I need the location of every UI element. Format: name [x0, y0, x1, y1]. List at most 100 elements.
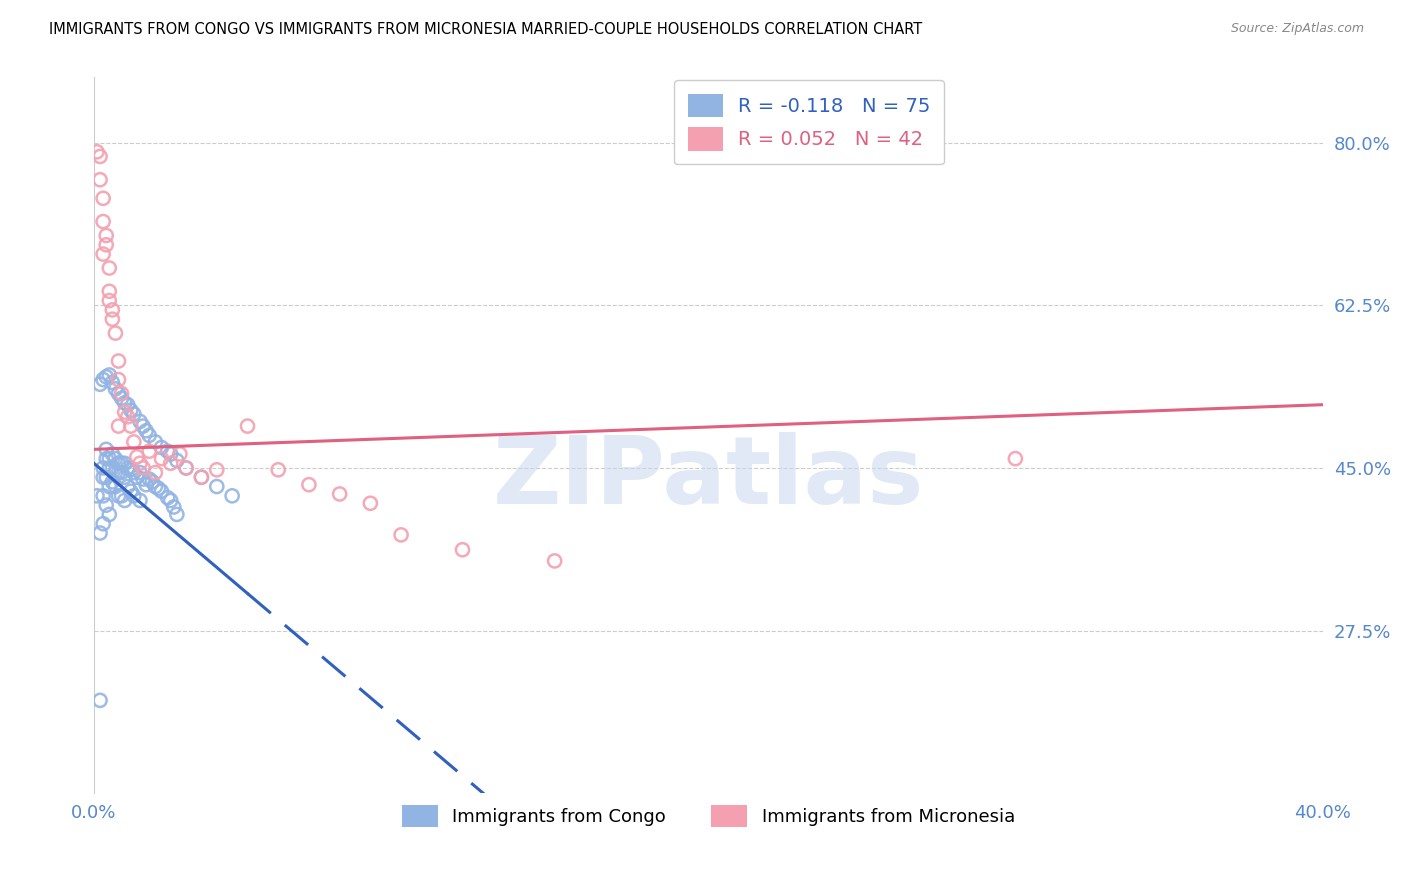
Point — [150, 441, 173, 455]
Point — [114, 405, 136, 419]
Point — [122, 407, 145, 421]
Point — [98, 368, 121, 382]
Point — [122, 466, 145, 480]
Point — [125, 450, 148, 464]
Point — [143, 466, 166, 480]
Point — [89, 693, 111, 707]
Point — [96, 442, 118, 457]
Point — [89, 172, 111, 186]
Point — [98, 260, 121, 275]
Point — [132, 472, 155, 486]
Point — [125, 470, 148, 484]
Point — [107, 456, 129, 470]
Point — [122, 489, 145, 503]
Point — [359, 496, 381, 510]
Point — [117, 479, 139, 493]
Text: Source: ZipAtlas.com: Source: ZipAtlas.com — [1230, 22, 1364, 36]
Point — [120, 484, 142, 499]
Point — [135, 477, 157, 491]
Point — [91, 247, 114, 261]
Point — [132, 419, 155, 434]
Point — [89, 377, 111, 392]
Point — [117, 461, 139, 475]
Point — [159, 493, 181, 508]
Point — [110, 466, 132, 480]
Point — [166, 453, 188, 467]
Point — [156, 444, 179, 458]
Point — [1004, 451, 1026, 466]
Point — [89, 149, 111, 163]
Point — [163, 500, 186, 514]
Point — [169, 447, 191, 461]
Point — [101, 376, 124, 390]
Point — [101, 461, 124, 475]
Point — [117, 398, 139, 412]
Point — [104, 382, 127, 396]
Point — [174, 461, 197, 475]
Point — [205, 479, 228, 493]
Point — [91, 373, 114, 387]
Point — [98, 508, 121, 522]
Legend: Immigrants from Congo, Immigrants from Micronesia: Immigrants from Congo, Immigrants from M… — [394, 798, 1022, 834]
Point — [98, 285, 121, 299]
Point — [190, 470, 212, 484]
Point — [101, 447, 124, 461]
Point — [86, 489, 108, 503]
Point — [110, 386, 132, 401]
Point — [159, 456, 181, 470]
Point — [98, 461, 121, 475]
Point — [107, 354, 129, 368]
Point — [91, 191, 114, 205]
Point — [96, 369, 118, 384]
Point — [389, 528, 412, 542]
Point — [110, 391, 132, 405]
Point — [205, 463, 228, 477]
Point — [129, 493, 152, 508]
Point — [114, 493, 136, 508]
Point — [104, 466, 127, 480]
Point — [166, 508, 188, 522]
Point — [132, 461, 155, 475]
Point — [135, 424, 157, 438]
Point — [120, 419, 142, 434]
Point — [104, 326, 127, 340]
Point — [129, 456, 152, 470]
Point — [96, 451, 118, 466]
Point — [107, 386, 129, 401]
Point — [107, 373, 129, 387]
Point — [329, 487, 352, 501]
Point — [143, 434, 166, 449]
Point — [91, 516, 114, 531]
Point — [98, 293, 121, 308]
Point — [91, 214, 114, 228]
Point — [96, 498, 118, 512]
Point — [543, 554, 565, 568]
Point — [120, 463, 142, 477]
Point — [156, 491, 179, 505]
Point — [96, 237, 118, 252]
Point — [110, 456, 132, 470]
Point — [96, 228, 118, 243]
Point — [101, 312, 124, 326]
Point — [114, 470, 136, 484]
Point — [114, 396, 136, 410]
Point — [96, 470, 118, 484]
Point — [107, 489, 129, 503]
Point — [120, 403, 142, 417]
Point — [91, 461, 114, 475]
Point — [104, 451, 127, 466]
Point — [159, 447, 181, 461]
Point — [110, 489, 132, 503]
Point — [122, 434, 145, 449]
Point — [107, 466, 129, 480]
Point — [101, 302, 124, 317]
Point — [114, 456, 136, 470]
Point — [107, 419, 129, 434]
Point — [150, 484, 173, 499]
Point — [148, 482, 170, 496]
Text: ZIPatlas: ZIPatlas — [492, 433, 924, 524]
Point — [101, 475, 124, 489]
Point — [91, 489, 114, 503]
Point — [91, 470, 114, 484]
Point — [141, 475, 163, 489]
